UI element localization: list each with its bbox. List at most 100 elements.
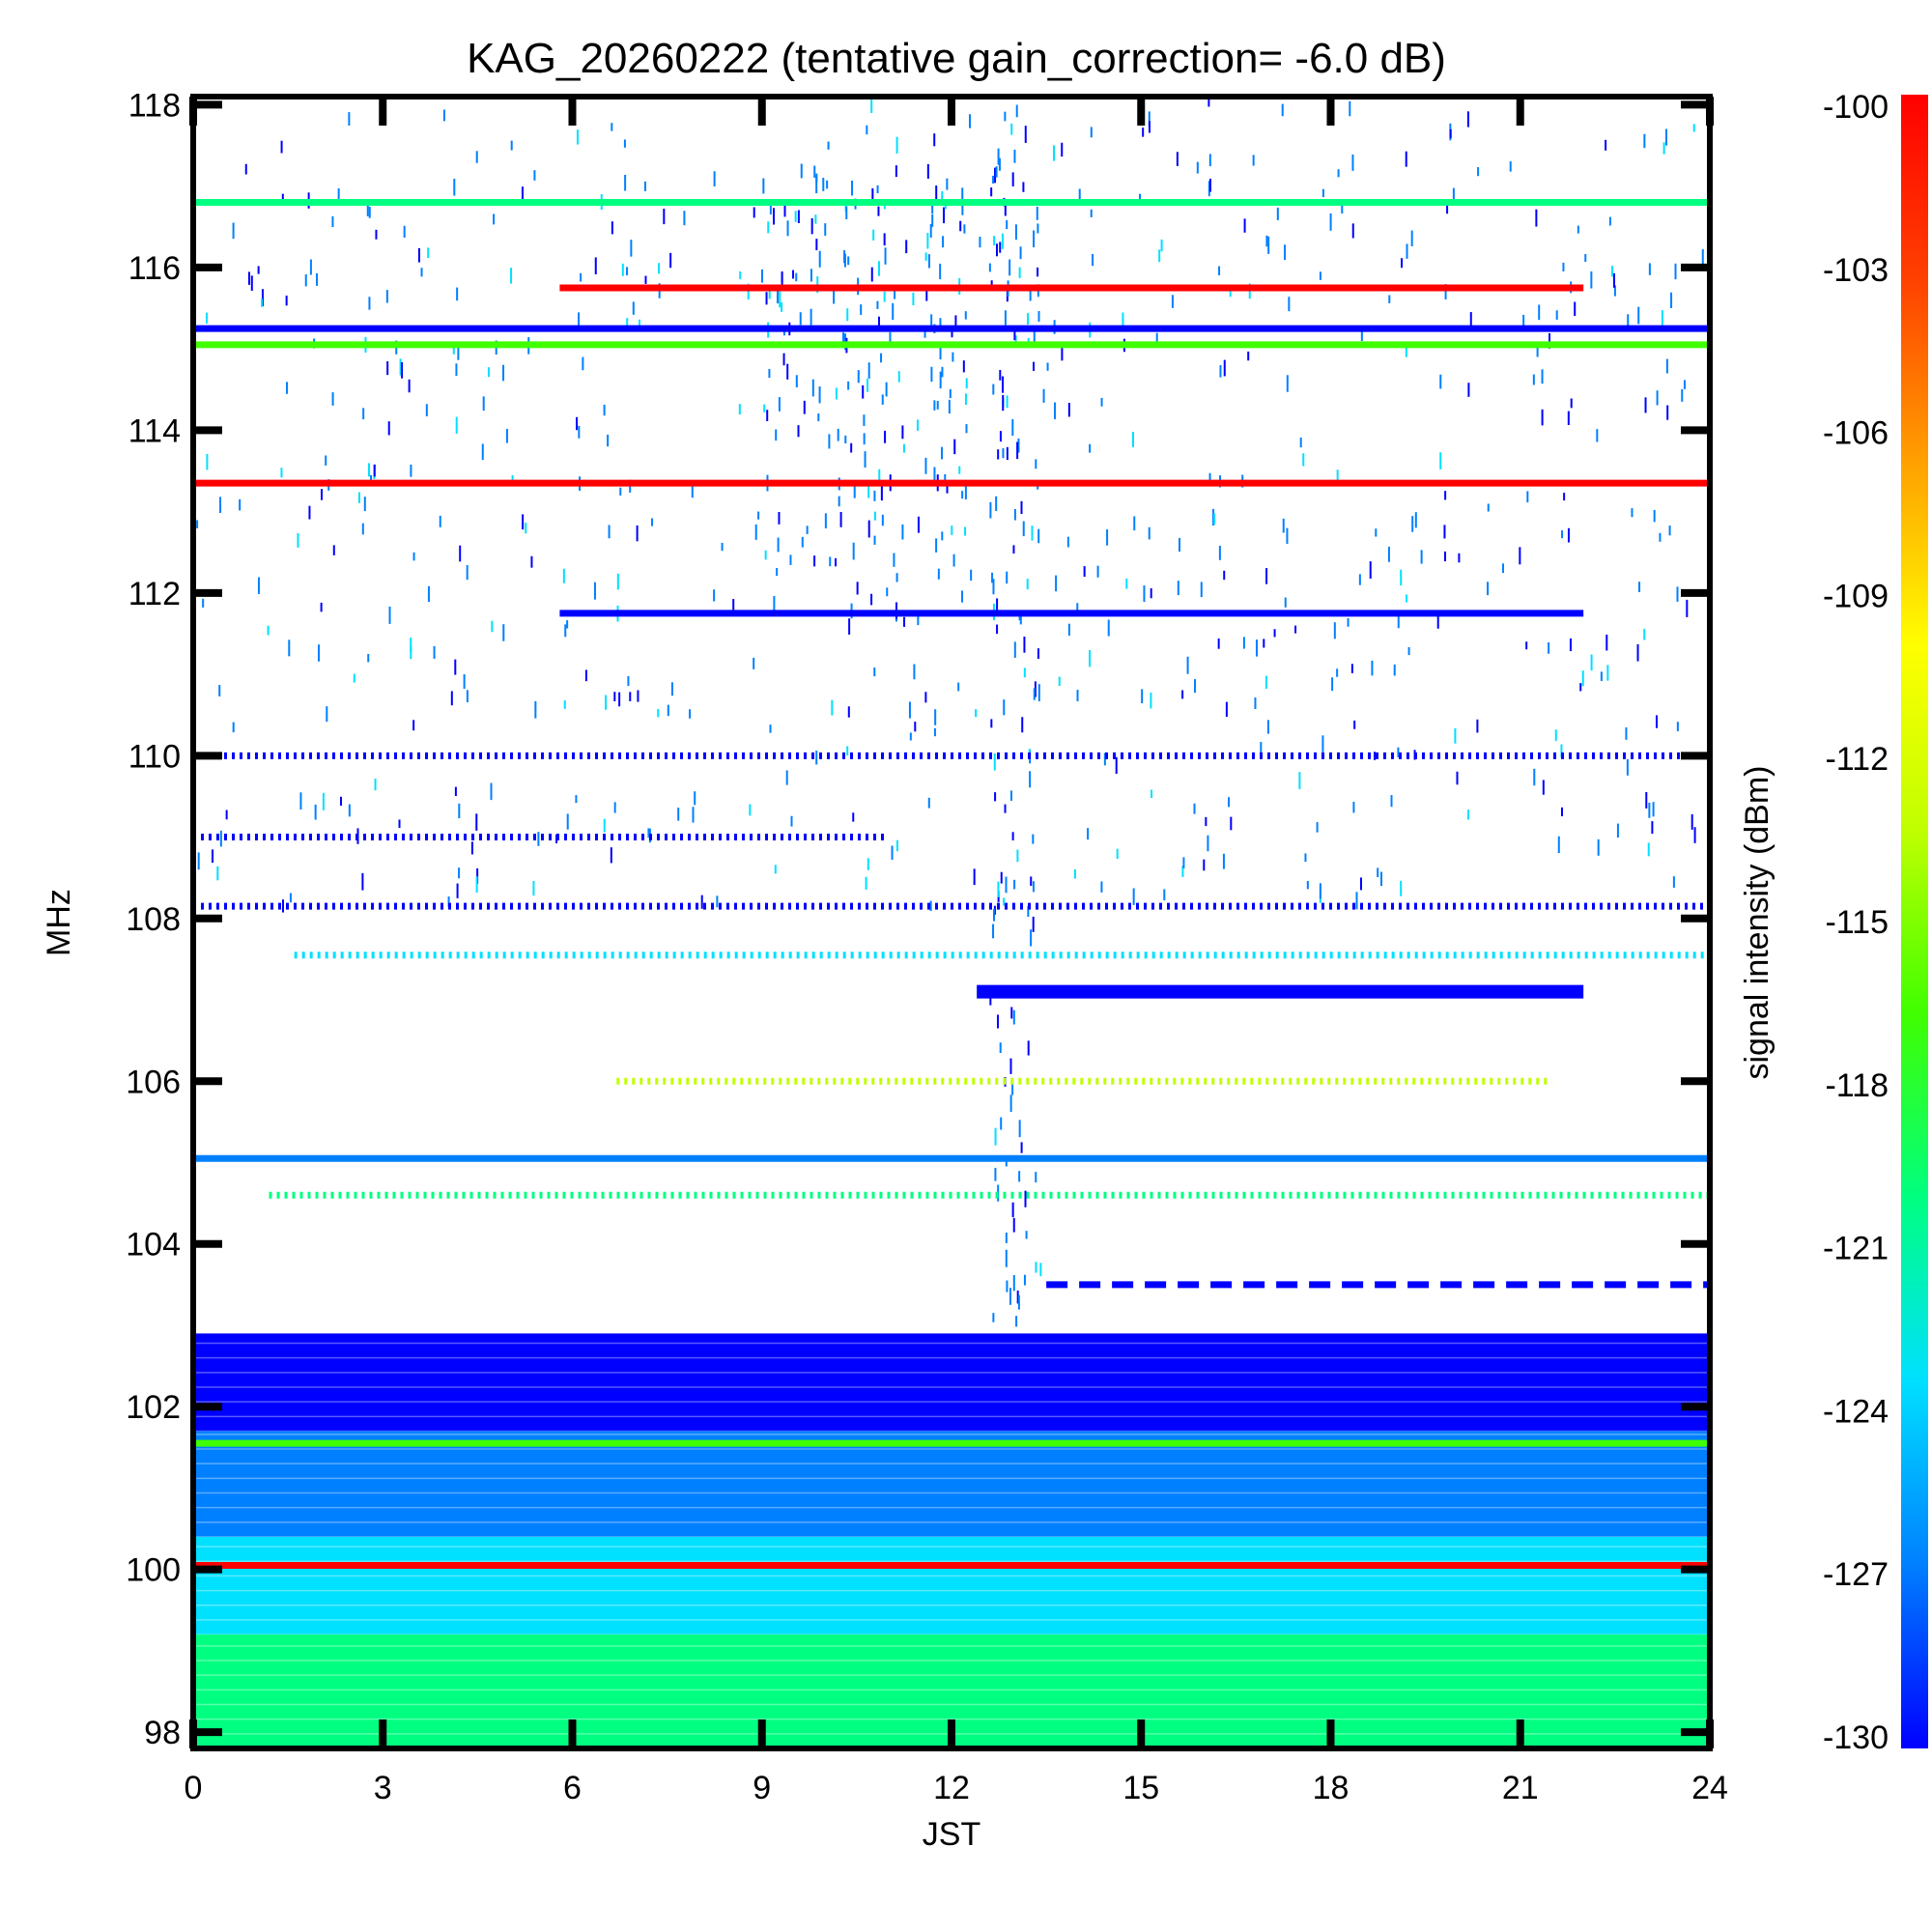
- noise-speck: [1525, 641, 1528, 650]
- noise-speck: [732, 599, 735, 611]
- noise-speck: [463, 674, 466, 689]
- colorbar-tick-label: -130: [1823, 1719, 1889, 1756]
- noise-speck: [1674, 263, 1677, 280]
- noise-speck: [995, 166, 998, 178]
- noise-speck: [357, 492, 360, 503]
- noise-speck: [1011, 1080, 1014, 1095]
- noise-speck: [961, 187, 964, 200]
- noise-speck: [1089, 443, 1092, 453]
- noise-speck: [1001, 233, 1004, 249]
- noise-speck: [1548, 641, 1550, 654]
- noise-speck: [493, 213, 496, 225]
- noise-speck: [1439, 374, 1442, 389]
- noise-speck: [202, 598, 205, 608]
- noise-speck: [1631, 508, 1634, 518]
- noise-speck: [1331, 677, 1334, 692]
- noise-speck: [1298, 772, 1301, 789]
- noise-speck: [1116, 848, 1119, 860]
- noise-speck: [288, 639, 291, 657]
- noise-speck: [1230, 816, 1233, 831]
- noise-speck: [1454, 727, 1457, 744]
- noise-speck: [891, 845, 894, 861]
- noise-speck: [1009, 1058, 1012, 1074]
- noise-speck: [375, 229, 378, 240]
- noise-speck: [1002, 448, 1005, 459]
- noise-speck: [455, 416, 458, 434]
- noise-speck: [321, 489, 324, 500]
- noise-speck: [289, 893, 292, 903]
- noise-speck: [975, 709, 978, 718]
- noise-speck: [941, 531, 944, 541]
- noise-speck: [1023, 1274, 1026, 1286]
- noise-speck: [1037, 528, 1040, 544]
- noise-speck: [1033, 688, 1036, 700]
- noise-speck: [670, 682, 673, 696]
- noise-speck: [608, 525, 611, 539]
- noise-speck: [1009, 1288, 1011, 1305]
- noise-speck: [767, 221, 770, 234]
- noise-speck: [1655, 715, 1658, 728]
- noise-speck: [348, 112, 351, 126]
- noise-speck: [1020, 1142, 1023, 1153]
- noise-speck: [877, 316, 880, 331]
- noise-speck: [576, 416, 579, 431]
- noise-speck: [1666, 405, 1669, 420]
- noise-speck: [1294, 625, 1297, 634]
- noise-speck: [930, 314, 933, 332]
- noise-speck: [267, 625, 270, 636]
- noise-speck: [578, 312, 581, 328]
- noise-speck: [843, 250, 846, 264]
- noise-speck: [1643, 133, 1646, 149]
- noise-speck: [320, 602, 323, 612]
- noise-speck: [1030, 929, 1033, 947]
- noise-speck: [1662, 142, 1665, 155]
- noise-speck: [860, 304, 863, 315]
- noise-speck: [716, 895, 719, 908]
- noise-speck: [773, 596, 776, 611]
- y-tick-label: 114: [128, 412, 181, 449]
- noise-speck: [1016, 441, 1019, 460]
- noise-speck: [926, 163, 929, 179]
- noise-speck: [374, 779, 377, 791]
- noise-speck: [878, 469, 881, 483]
- noise-speck: [225, 810, 228, 820]
- x-axis-label: JST: [923, 1816, 980, 1853]
- noise-speck: [532, 880, 535, 896]
- noise-speck: [385, 290, 388, 303]
- noise-speck: [979, 237, 981, 248]
- noise-speck: [828, 434, 831, 449]
- noise-speck: [991, 572, 994, 583]
- noise-speck: [931, 213, 934, 227]
- noise-speck: [908, 701, 911, 719]
- noise-speck: [505, 429, 508, 443]
- noise-speck: [1011, 1202, 1014, 1218]
- noise-speck: [261, 289, 264, 306]
- noise-speck: [941, 366, 944, 378]
- noise-speck: [863, 414, 866, 426]
- noise-speck: [450, 691, 453, 706]
- noise-speck: [1037, 223, 1039, 234]
- noise-speck: [1321, 188, 1324, 198]
- x-tick-label: 18: [1313, 1770, 1350, 1806]
- noise-speck: [1265, 235, 1268, 247]
- noise-speck: [1299, 437, 1302, 448]
- noise-speck: [1306, 880, 1309, 890]
- noise-speck: [511, 474, 514, 484]
- noise-speck: [613, 802, 616, 813]
- noise-speck: [814, 214, 817, 224]
- noise-speck: [1466, 111, 1469, 128]
- noise-speck: [827, 141, 830, 150]
- noise-speck: [831, 699, 834, 716]
- noise-speck: [999, 431, 1002, 442]
- colorbar-tick-label: -115: [1825, 904, 1889, 941]
- y-tick-label: 118: [128, 87, 181, 124]
- noise-speck: [794, 211, 797, 222]
- noise-speck: [1401, 258, 1404, 269]
- noise-speck: [1218, 266, 1221, 276]
- noise-speck: [1000, 1117, 1003, 1130]
- noise-speck: [1443, 551, 1446, 562]
- noise-speck: [700, 895, 703, 909]
- noise-speck: [761, 269, 764, 283]
- noise-speck: [949, 388, 952, 399]
